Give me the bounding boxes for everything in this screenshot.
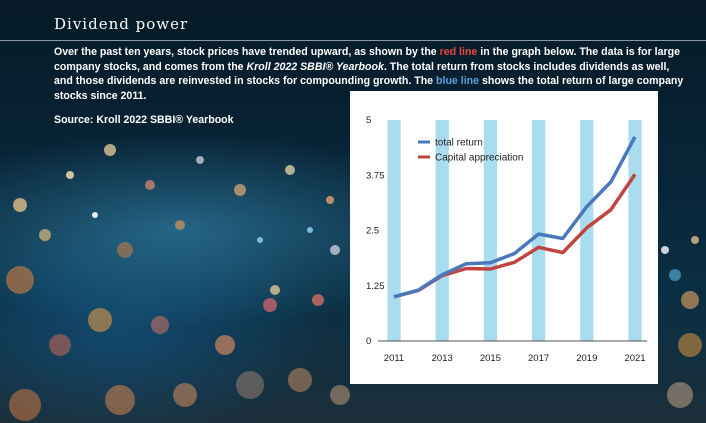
bokeh-light	[49, 334, 71, 356]
bokeh-light	[117, 242, 133, 258]
bokeh-light	[307, 227, 313, 233]
y-tick-label: 1.25	[366, 281, 385, 292]
bokeh-light	[312, 294, 324, 306]
chart-series	[393, 135, 637, 299]
bokeh-light	[236, 371, 264, 399]
bokeh-light	[151, 316, 169, 334]
chart-band	[628, 120, 642, 341]
intro-paragraph: Over the past ten years, stock prices ha…	[54, 45, 684, 103]
bokeh-light	[681, 291, 699, 309]
total-return-line	[393, 135, 637, 299]
bokeh-light	[270, 285, 280, 295]
bokeh-light	[173, 383, 197, 407]
chart-legend: total return Capital appreciation	[418, 138, 523, 164]
bokeh-light	[263, 298, 277, 312]
x-tick-label: 2011	[384, 353, 404, 364]
bokeh-light	[691, 236, 699, 244]
bokeh-light	[13, 198, 27, 212]
y-tick-label: 2.5	[366, 226, 379, 237]
bokeh-light	[145, 180, 155, 190]
intro-text-3: . The total return from stocks includes …	[54, 60, 670, 88]
bokeh-light	[9, 389, 41, 421]
x-tick-label: 2021	[624, 353, 645, 364]
x-axis-labels: 2011 2013 2015 2017 2019 2021	[384, 353, 646, 364]
legend-label: total return	[435, 138, 483, 149]
intro-text-2: in the graph below. The data is for larg…	[54, 46, 680, 73]
bokeh-light	[196, 156, 204, 164]
y-tick-label: 5	[366, 115, 371, 126]
bokeh-light	[661, 246, 669, 254]
bokeh-light	[669, 269, 681, 281]
intro-text-1: Over the past ten years, stock prices ha…	[54, 46, 440, 58]
chart-band	[483, 120, 498, 341]
bokeh-light	[257, 237, 263, 243]
red-line-highlight: red line	[439, 46, 478, 58]
chart-card: 0 1.25 2.5 3.75 5 2011 2013 2015 2017 2019 2021 t…	[350, 91, 658, 384]
bokeh-lights	[6, 144, 702, 421]
chart-band	[435, 120, 449, 341]
bokeh-light	[234, 184, 246, 196]
blue-line-highlight: blue line	[436, 75, 480, 87]
x-tick-label: 2017	[528, 353, 549, 364]
bokeh-light	[288, 368, 312, 392]
x-tick-label: 2013	[432, 353, 453, 364]
bokeh-light	[326, 196, 334, 204]
chart-band	[531, 120, 546, 341]
y-tick-label: 0	[366, 336, 371, 347]
bokeh-light	[92, 212, 98, 218]
y-axis-labels: 0 1.25 2.5 3.75 5	[366, 115, 385, 347]
bokeh-light	[667, 382, 693, 408]
x-tick-label: 2015	[480, 353, 501, 364]
legend-label: Capital appreciation	[435, 153, 523, 164]
bokeh-light	[105, 385, 135, 415]
bokeh-light	[66, 171, 74, 179]
bokeh-light	[175, 220, 185, 230]
yearbook-title: Kroll 2022 SBBI® Yearbook	[246, 60, 384, 73]
intro-text-4: shows the total return of large company …	[54, 75, 684, 102]
bokeh-light	[104, 144, 116, 156]
chart-band	[580, 120, 594, 341]
bokeh-light	[6, 266, 34, 294]
title-divider	[0, 40, 706, 41]
source-note: Source: Kroll 2022 SBBI® Yearbook	[54, 114, 234, 126]
bokeh-light	[330, 245, 340, 255]
bokeh-light	[88, 308, 112, 332]
line-chart: 0 1.25 2.5 3.75 5 2011 2013 2015 2017 2019 2021 t…	[366, 115, 647, 364]
x-tick-label: 2019	[576, 353, 597, 364]
bokeh-light	[330, 385, 350, 405]
bokeh-light	[678, 333, 702, 357]
bokeh-light	[285, 165, 295, 175]
bokeh-light	[215, 335, 235, 355]
chart-bands	[387, 120, 642, 341]
page-title: Dividend power	[54, 15, 189, 33]
bokeh-light	[39, 229, 51, 241]
y-tick-label: 3.75	[366, 170, 385, 181]
chart-band	[387, 120, 401, 341]
